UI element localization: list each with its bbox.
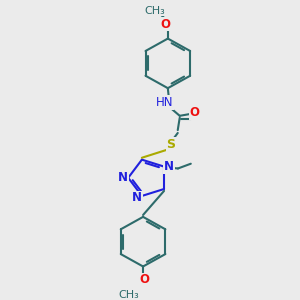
Text: CH₃: CH₃ bbox=[119, 290, 140, 300]
Text: O: O bbox=[190, 106, 200, 119]
Text: S: S bbox=[166, 138, 175, 151]
Text: N: N bbox=[164, 160, 174, 173]
Text: CH₃: CH₃ bbox=[145, 6, 165, 16]
Text: O: O bbox=[139, 273, 149, 286]
Text: HN: HN bbox=[156, 96, 174, 109]
Text: N: N bbox=[118, 171, 128, 184]
Text: O: O bbox=[161, 18, 171, 31]
Text: N: N bbox=[132, 191, 142, 204]
